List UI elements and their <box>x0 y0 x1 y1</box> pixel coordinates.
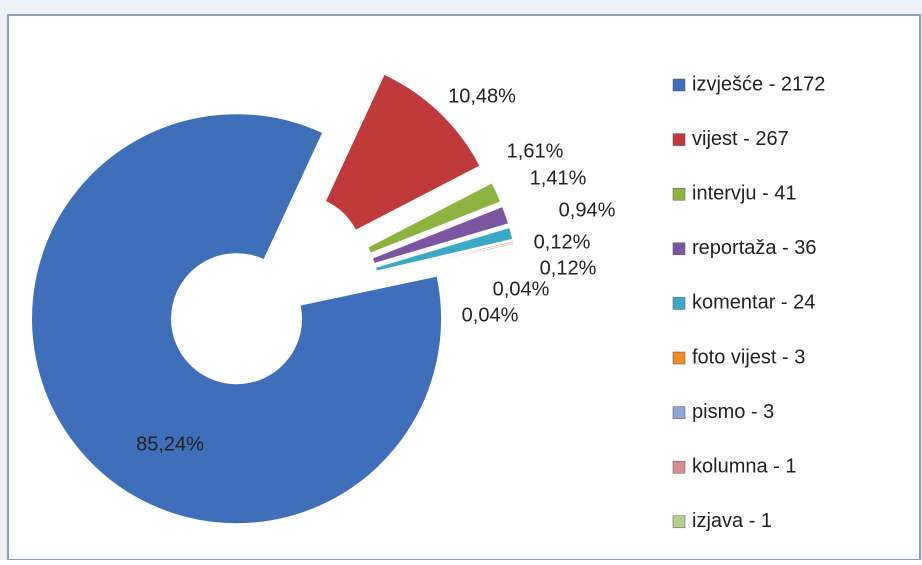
legend-label: pismo - 3 <box>692 401 774 423</box>
legend-swatch <box>672 78 686 92</box>
data-label: 1,61% <box>507 140 564 162</box>
legend-label: reportaža - 36 <box>692 237 817 259</box>
data-label: 1,41% <box>530 167 587 189</box>
legend-label: foto vijest - 3 <box>692 346 805 368</box>
data-label: 0,04% <box>493 278 550 300</box>
legend-label: intervju - 41 <box>692 182 797 204</box>
legend-label: izjava - 1 <box>692 510 772 532</box>
data-label: 0,04% <box>462 304 519 326</box>
donut-slice <box>324 73 481 232</box>
data-label: 10,48% <box>448 85 516 107</box>
legend-swatch <box>672 460 686 474</box>
donut-slice <box>376 244 515 276</box>
legend-swatch <box>672 297 686 310</box>
donut-slice <box>31 113 442 525</box>
donut-slice <box>371 205 510 265</box>
data-label: 0,12% <box>540 257 597 279</box>
donut-slice <box>367 182 502 254</box>
legend-label: izvješće - 2172 <box>692 73 825 95</box>
legend-label: kolumna - 1 <box>692 455 797 477</box>
data-label: 85,24% <box>136 433 204 455</box>
legend-label: komentar - 24 <box>692 292 815 314</box>
legend-swatch <box>672 133 686 146</box>
legend-swatch <box>672 515 686 529</box>
legend-label: vijest - 267 <box>692 128 789 150</box>
data-label: 0,94% <box>559 199 616 221</box>
legend-swatch <box>672 406 686 419</box>
legend-swatch <box>672 187 686 201</box>
data-label: 0,12% <box>534 231 591 253</box>
legend-swatch <box>672 351 686 365</box>
legend-swatch <box>672 242 686 256</box>
donut-slice <box>374 226 514 272</box>
